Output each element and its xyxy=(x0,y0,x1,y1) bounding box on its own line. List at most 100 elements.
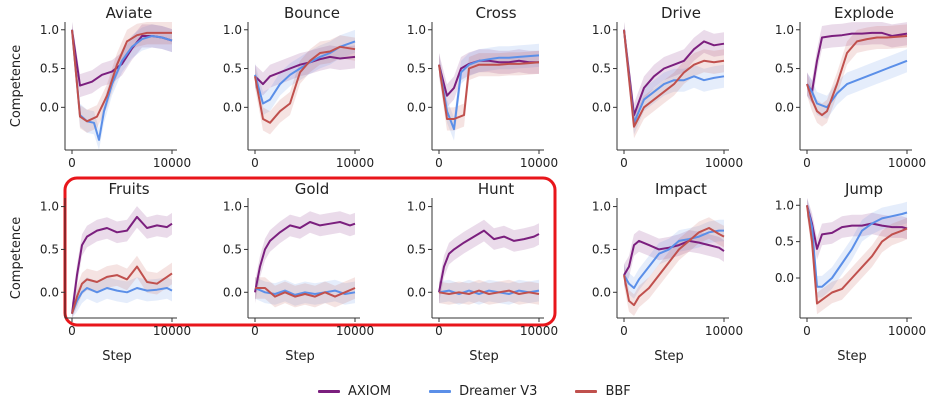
y-tick-label: 0.0 xyxy=(40,100,59,114)
y-tick-label: 1.0 xyxy=(407,23,426,37)
panel-title: Drive xyxy=(661,4,701,22)
y-tick-label: 0.5 xyxy=(223,242,242,256)
y-tick-label: 0.0 xyxy=(407,285,426,299)
x-tick-label: 0 xyxy=(620,156,628,170)
y-tick-label: 0.5 xyxy=(223,62,242,76)
x-tick-label: 10000 xyxy=(153,156,191,170)
y-tick-label: 1.0 xyxy=(40,23,59,37)
y-tick-label: 0.0 xyxy=(40,285,59,299)
series-line-bbf xyxy=(438,61,540,120)
panel-fruits: Fruits 1.0 0.5 0.0 0 10000 Competence Step xyxy=(9,180,191,364)
y-tick-label: 1.0 xyxy=(592,23,611,37)
x-tick-label: 10000 xyxy=(705,156,743,170)
legend-label-dreamer: Dreamer V3 xyxy=(459,384,538,399)
x-tick-label: 10000 xyxy=(520,156,558,170)
series-line-axiom xyxy=(806,205,908,250)
panel-impact: Impact 1.0 0.5 0.0 0 10000 Step xyxy=(592,180,743,364)
x-tick-label: 0 xyxy=(435,324,443,338)
y-tick-label: 1.0 xyxy=(592,200,611,214)
y-tick-label: 0.5 xyxy=(40,242,59,256)
y-tick-label: 1.0 xyxy=(775,198,794,212)
y-tick-label: 1.0 xyxy=(775,23,794,37)
y-tick-label: 0.0 xyxy=(592,100,611,114)
panel-title: Fruits xyxy=(108,180,149,198)
x-axis-label: Step xyxy=(102,349,132,364)
y-tick-label: 1.0 xyxy=(223,23,242,37)
series-line-axiom xyxy=(254,221,356,293)
y-axis-label: Competence xyxy=(9,217,24,299)
x-tick-label: 0 xyxy=(251,156,259,170)
panel-title: Jump xyxy=(844,180,883,198)
series-band-bbf xyxy=(72,22,172,133)
panel-cross: Cross 1.0 0.5 0.0 0 10000 xyxy=(407,4,558,170)
x-axis-label: Step xyxy=(837,349,867,364)
series-line-dreamer-v3 xyxy=(806,205,908,288)
series-band-dreamer-v3 xyxy=(72,277,172,318)
x-tick-label: 0 xyxy=(803,324,811,338)
panel-title: Hunt xyxy=(478,180,514,198)
y-tick-label: 0.5 xyxy=(775,62,794,76)
panel-title: Explode xyxy=(834,4,894,22)
series-line-dreamer-v3 xyxy=(623,29,725,124)
y-tick-label: 1.0 xyxy=(40,200,59,214)
series-band-bbf xyxy=(72,255,172,318)
x-tick-label: 10000 xyxy=(888,324,926,338)
legend-item-dreamer: Dreamer V3 xyxy=(429,384,537,399)
x-tick-label: 10000 xyxy=(153,324,191,338)
panel-title: Cross xyxy=(475,4,516,22)
legend-label-axiom: AXIOM xyxy=(348,384,392,399)
series-line-axiom xyxy=(71,215,173,314)
x-tick-label: 10000 xyxy=(520,324,558,338)
y-tick-label: 0.5 xyxy=(592,242,611,256)
series-line-bbf xyxy=(254,45,356,124)
series-line-bbf xyxy=(623,29,725,128)
y-tick-label: 0.5 xyxy=(775,235,794,249)
panel-title: Gold xyxy=(295,180,330,198)
series-band-dreamer-v3 xyxy=(439,279,539,305)
legend-swatch-bbf xyxy=(575,390,598,393)
panel-title: Bounce xyxy=(284,4,340,22)
legend-swatch-dreamer xyxy=(429,390,452,393)
series-line-axiom xyxy=(623,29,725,117)
x-tick-label: 10000 xyxy=(705,324,743,338)
series-line-axiom xyxy=(254,55,356,86)
series-band-bbf xyxy=(439,279,539,305)
x-tick-label: 0 xyxy=(68,324,76,338)
series-band-dreamer-v3 xyxy=(439,43,539,141)
series-line-bbf xyxy=(71,29,172,123)
panel-explode: Explode 1.0 0.5 0.0 0 10000 xyxy=(775,4,926,170)
series-line-dreamer-v3 xyxy=(623,229,724,289)
y-tick-label: 0.0 xyxy=(407,100,426,114)
x-tick-label: 0 xyxy=(803,156,811,170)
legend-label-bbf: BBF xyxy=(605,384,631,399)
series-band-axiom xyxy=(255,211,355,304)
y-tick-label: 0.0 xyxy=(223,100,242,114)
series-line-axiom xyxy=(806,31,908,93)
y-tick-label: 0.5 xyxy=(407,62,426,76)
series-band-dreamer-v3 xyxy=(807,198,907,298)
x-tick-label: 10000 xyxy=(336,324,374,338)
series-line-bbf xyxy=(806,35,908,117)
series-line-dreamer-v3 xyxy=(71,287,173,315)
series-band-bbf xyxy=(807,198,907,315)
panel-title: Impact xyxy=(655,180,707,198)
x-tick-label: 0 xyxy=(435,156,443,170)
series-line-bbf xyxy=(255,287,356,298)
legend-swatch-axiom xyxy=(318,390,340,393)
y-tick-label: 0.0 xyxy=(223,285,242,299)
legend-item-bbf: BBF xyxy=(575,384,631,399)
x-tick-label: 10000 xyxy=(336,156,374,170)
series-line-dreamer-v3 xyxy=(438,54,540,131)
series-line-bbf xyxy=(623,227,725,307)
series-band-dreamer-v3 xyxy=(72,22,172,150)
series-band-dreamer-v3 xyxy=(624,22,724,135)
series-band-axiom xyxy=(72,206,172,318)
y-tick-label: 0.5 xyxy=(40,62,59,76)
series-band-axiom xyxy=(807,22,907,104)
series-band-axiom xyxy=(807,198,907,260)
series-line-dreamer-v3 xyxy=(806,59,908,109)
panel-jump: Jump 1.0 0.5 0.0 0 10000 Step xyxy=(775,180,926,364)
y-tick-label: 0.0 xyxy=(775,271,794,285)
series-band-dreamer-v3 xyxy=(624,219,724,299)
